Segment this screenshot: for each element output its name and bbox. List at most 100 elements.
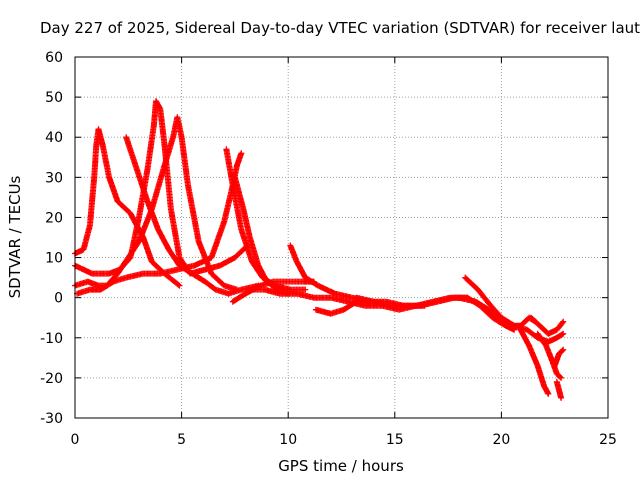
y-tick-label: 30 [45, 170, 63, 186]
data-point [176, 116, 179, 118]
data-point [334, 292, 336, 295]
data-point [150, 260, 153, 263]
data-point [138, 240, 140, 243]
series-arc-19 [553, 378, 565, 401]
data-point [187, 184, 189, 187]
data-point [97, 128, 100, 130]
data-point [259, 284, 262, 287]
data-point [330, 296, 332, 299]
data-point [240, 228, 243, 231]
data-point [562, 349, 565, 351]
data-point [249, 236, 251, 239]
plot-frame [74, 56, 609, 419]
data-point [406, 304, 409, 307]
data-point [315, 308, 317, 311]
data-point [547, 340, 550, 343]
data-point [223, 220, 226, 223]
data-point [125, 136, 127, 139]
data-point [562, 332, 565, 335]
data-point [312, 296, 315, 299]
data-points [72, 98, 567, 401]
y-tick-label: 20 [45, 210, 63, 226]
data-point [112, 280, 115, 283]
x-tick-label: 5 [177, 432, 186, 448]
data-point [240, 152, 243, 155]
data-point [82, 248, 85, 251]
data-point [116, 200, 119, 203]
data-point [236, 164, 238, 167]
grid [75, 57, 608, 418]
data-point [560, 377, 562, 379]
data-point [364, 304, 366, 307]
data-point [97, 284, 100, 287]
y-tick-label: 10 [45, 251, 63, 267]
x-axis-label: GPS time / hours [278, 457, 404, 475]
data-point [231, 300, 234, 303]
data-point [159, 108, 162, 110]
data-point [138, 216, 140, 219]
data-point [153, 124, 155, 126]
x-tick-label: 0 [71, 432, 80, 448]
data-point [556, 336, 558, 339]
data-point [240, 288, 243, 291]
data-point [423, 304, 426, 307]
data-point [351, 296, 353, 299]
data-point [142, 272, 145, 275]
data-point [180, 136, 183, 139]
data-point [210, 272, 213, 275]
data-point [526, 328, 528, 331]
data-point [556, 328, 558, 331]
data-point [219, 264, 221, 267]
data-point [551, 361, 554, 363]
data-point [287, 280, 290, 283]
data-point [99, 288, 102, 291]
data-point [302, 280, 304, 283]
data-point [449, 296, 452, 299]
data-point [457, 296, 460, 299]
data-point [553, 365, 556, 367]
data-point [129, 212, 132, 215]
data-point [272, 280, 275, 283]
data-point [157, 228, 159, 231]
data-point [538, 324, 541, 327]
data-point [244, 292, 247, 295]
data-point [536, 365, 539, 367]
series-arc-7 [229, 278, 317, 305]
series-arc-8 [231, 174, 292, 297]
data-point [295, 260, 298, 263]
data-point [127, 256, 130, 259]
data-point [225, 148, 228, 151]
data-point [242, 208, 245, 211]
data-point [223, 284, 226, 287]
data-point [146, 168, 149, 171]
data-point [372, 300, 375, 303]
data-point [136, 168, 138, 171]
x-tick-label: 20 [492, 432, 510, 448]
series-arc-14 [455, 294, 539, 329]
chart-title: Day 227 of 2025, Sidereal Day-to-day VTE… [40, 19, 640, 37]
data-point [513, 328, 515, 331]
data-point [389, 304, 392, 307]
y-axis: -30 -20 -10 0 10 20 30 40 50 60 [40, 50, 608, 427]
data-point [347, 300, 349, 303]
data-point [168, 248, 170, 251]
data-point [530, 316, 533, 319]
data-point [560, 397, 562, 399]
data-point [263, 288, 266, 291]
data-point [295, 292, 298, 295]
data-point [95, 144, 98, 147]
data-point [556, 373, 558, 375]
data-point [547, 393, 550, 395]
data-point [487, 308, 490, 311]
data-point [197, 240, 200, 243]
data-point [204, 280, 206, 283]
data-point [101, 144, 104, 147]
series-arc-10 [246, 286, 518, 333]
data-point [191, 272, 194, 275]
data-point [93, 176, 95, 179]
data-point [519, 328, 522, 331]
data-point [86, 280, 89, 283]
data-point [193, 264, 196, 267]
data-point [500, 316, 503, 319]
